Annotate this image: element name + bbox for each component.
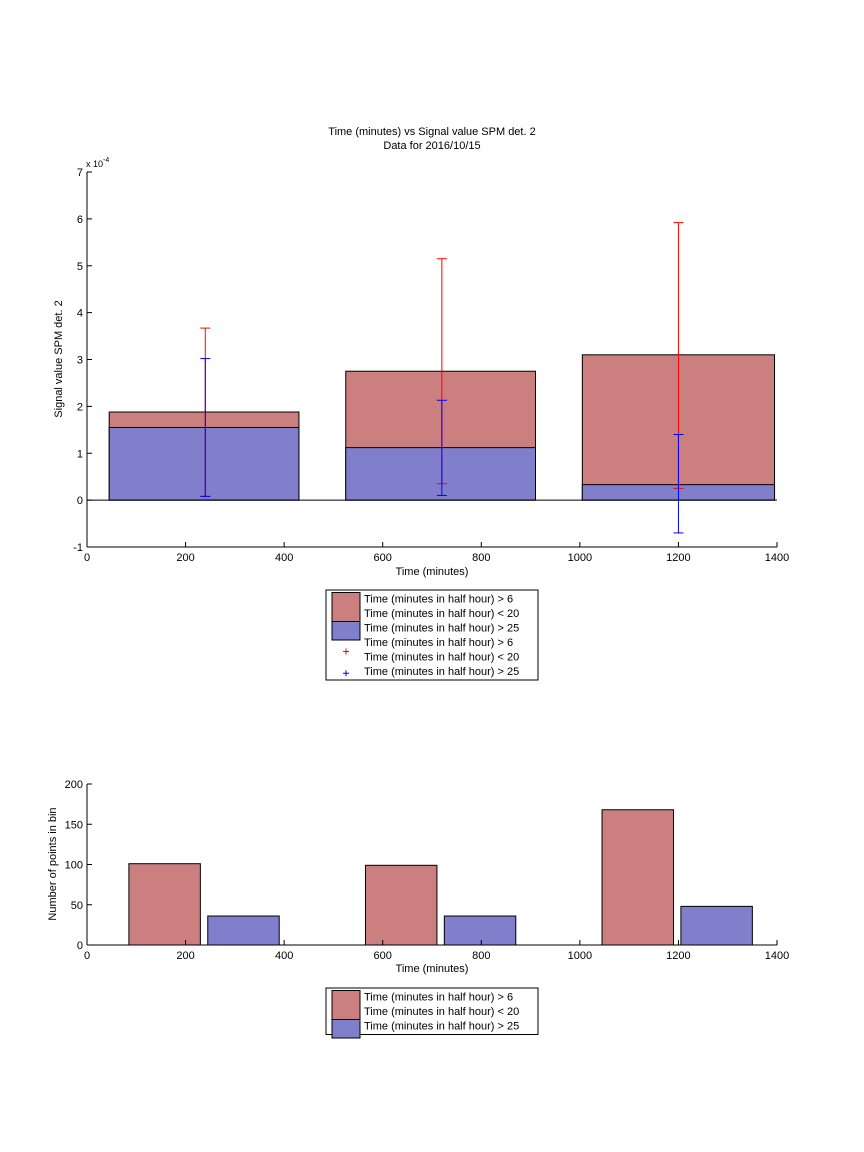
chart-subtitle: Data for 2016/10/15	[383, 140, 480, 152]
y-tick-label: 50	[71, 900, 83, 912]
blue-count-bar	[207, 915, 280, 946]
y-tick-label: 6	[77, 214, 83, 226]
legend-entry-text: Time (minutes in half hour) > 25	[364, 1021, 519, 1033]
blue-bar	[108, 426, 300, 501]
x-tick-label: 600	[374, 950, 392, 962]
red-count-bar	[601, 809, 674, 946]
x-tick-label: 0	[84, 552, 90, 564]
blue-legend-swatch	[331, 1019, 361, 1039]
legend-entry-text: Time (minutes in half hour) < 20	[364, 652, 519, 664]
legend-entry-text: Time (minutes in half hour) > 25	[364, 623, 519, 635]
x-tick-label: 1400	[765, 950, 789, 962]
bar-group	[128, 809, 753, 946]
red-count-bar	[128, 863, 201, 946]
legend-entry-text: Time (minutes in half hour) > 6	[364, 594, 513, 606]
blue-legend-swatch	[331, 621, 361, 641]
x-tick-label: 1200	[666, 950, 690, 962]
legend-box	[325, 589, 539, 681]
x-axis-label: Time (minutes)	[396, 566, 469, 578]
y-axis-label: Signal value SPM det. 2	[53, 300, 65, 417]
count-chart: 0 200 400 600 800 1000 1200 1400 0 50 100 150 200 Ti…	[47, 779, 790, 1039]
legend-box	[325, 987, 539, 1035]
legend-entry-text: Time (minutes in half hour) > 6	[364, 637, 513, 649]
errorbar-group	[200, 222, 684, 534]
y-axis-label: Number of points in bin	[47, 807, 59, 920]
signal-chart: Time (minutes) vs Signal value SPM det. …	[53, 126, 789, 681]
x-tick-label: 1000	[568, 552, 592, 564]
legend-entry-text: Time (minutes in half hour) < 20	[364, 1006, 519, 1018]
legend-entry-text: Time (minutes in half hour) > 25	[364, 666, 519, 678]
tick-labels: 0 200 400 600 800 1000 1200 1400 0 50 100 150 200	[65, 779, 790, 962]
y-tick-label: 3	[77, 355, 83, 367]
x-axis-label: Time (minutes)	[396, 963, 469, 975]
y-tick-label: 0	[77, 495, 83, 507]
axes	[86, 783, 778, 946]
y-tick-label: 200	[65, 779, 83, 791]
x-tick-label: 1200	[666, 552, 690, 564]
y-tick-label: 7	[77, 167, 83, 179]
y-tick-label: 1	[77, 448, 83, 460]
red-legend-swatch	[331, 990, 361, 1024]
x-tick-label: 600	[374, 552, 392, 564]
legend: Time (minutes in half hour) > 6 Time (min…	[325, 589, 539, 681]
y-tick-label: 4	[77, 308, 83, 320]
x-tick-label: 200	[176, 552, 194, 564]
x-tick-label: 800	[472, 552, 490, 564]
bar-group	[108, 354, 776, 501]
red-legend-swatch	[331, 592, 361, 626]
x-tick-label: 800	[472, 950, 490, 962]
y-multiplier-label: x 10-4	[86, 157, 109, 169]
y-tick-label: 5	[77, 261, 83, 273]
red-count-bar	[364, 864, 438, 946]
y-tick-label: 100	[65, 860, 83, 872]
y-tick-label: 150	[65, 819, 83, 831]
blue-bar	[345, 447, 536, 501]
blue-count-bar	[443, 915, 517, 946]
x-tick-label: 0	[84, 950, 90, 962]
y-tick-label: -1	[73, 542, 83, 554]
legend-entry-text: Time (minutes in half hour) < 20	[364, 608, 519, 620]
x-tick-label: 1000	[568, 950, 592, 962]
axes	[86, 171, 778, 548]
legend: Time (minutes in half hour) > 6 Time (min…	[325, 987, 539, 1039]
chart-title: Time (minutes) vs Signal value SPM det. …	[328, 126, 535, 138]
y-tick-label: 2	[77, 401, 83, 413]
x-tick-label: 400	[275, 950, 293, 962]
y-tick-label: 0	[77, 940, 83, 952]
x-tick-label: 1400	[765, 552, 789, 564]
x-tick-label: 200	[176, 950, 194, 962]
blue-count-bar	[680, 905, 753, 946]
legend-entry-text: Time (minutes in half hour) > 6	[364, 992, 513, 1004]
x-tick-label: 400	[275, 552, 293, 564]
